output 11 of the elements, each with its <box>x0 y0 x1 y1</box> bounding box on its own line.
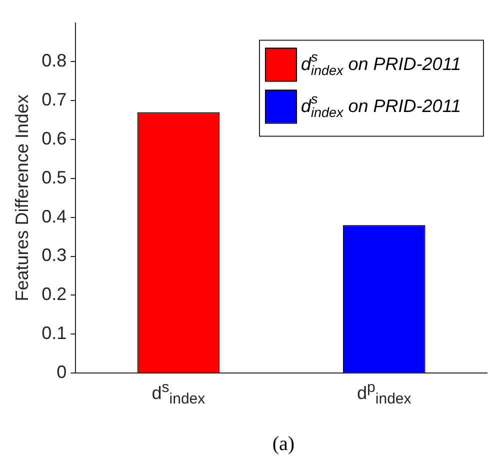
y-tick-label: 0.2 <box>42 284 67 304</box>
text: (a) <box>271 433 296 456</box>
y-tick-label: 0.7 <box>42 90 67 110</box>
y-tick-label: 0.1 <box>42 323 67 344</box>
y-tick-label: 0.4 <box>42 206 67 226</box>
y-tick-label: 0.3 <box>42 245 67 266</box>
y-tick-label: 0 <box>56 362 67 382</box>
y-tick-label: 0.5 <box>42 167 67 188</box>
y-tick-label: 0.8 <box>42 50 67 71</box>
y-axis-title: Features Difference Index <box>12 94 32 302</box>
y-tick-label: 0.6 <box>42 128 67 148</box>
